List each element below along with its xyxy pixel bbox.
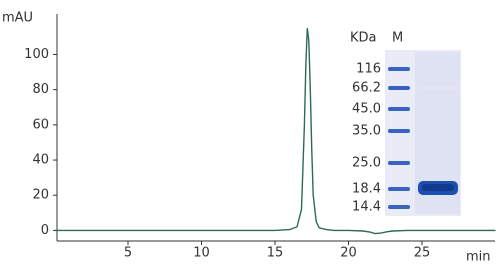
marker-band	[388, 107, 410, 111]
marker-label: 45.0	[352, 102, 381, 117]
chart: mAU min KDa M 0 20 40 60 80 100 5 10 15 20 25 116 66…	[0, 0, 496, 265]
marker-band	[388, 187, 410, 191]
y-tick-label: 80	[32, 82, 49, 97]
marker-label: 35.0	[352, 124, 381, 139]
y-tick-label: 40	[32, 153, 49, 168]
marker-band	[388, 67, 410, 71]
x-tick-label: 25	[414, 246, 431, 261]
x-tick-label: 20	[340, 246, 357, 261]
marker-label: 116	[356, 62, 381, 77]
marker-label: 14.4	[352, 200, 381, 215]
y-axis-label: mAU	[2, 11, 33, 26]
marker-label: 25.0	[352, 156, 381, 171]
marker-label: 66.2	[352, 81, 381, 96]
x-axis-label: min	[466, 250, 491, 265]
marker-band	[388, 86, 410, 90]
y-tick-label: 0	[41, 223, 49, 238]
marker-label: 18.4	[352, 182, 381, 197]
marker-band	[388, 161, 410, 165]
y-tick-label: 60	[32, 117, 49, 132]
gel-lane-label: M	[392, 31, 403, 46]
marker-band	[388, 129, 410, 133]
x-tick-label: 15	[267, 246, 284, 261]
x-tick-label: 10	[193, 246, 210, 261]
y-tick-label: 20	[32, 188, 49, 203]
x-tick-label: 5	[124, 246, 132, 261]
y-tick-label: 100	[24, 47, 49, 62]
gel-unit-label: KDa	[350, 31, 377, 46]
marker-band	[388, 205, 410, 209]
